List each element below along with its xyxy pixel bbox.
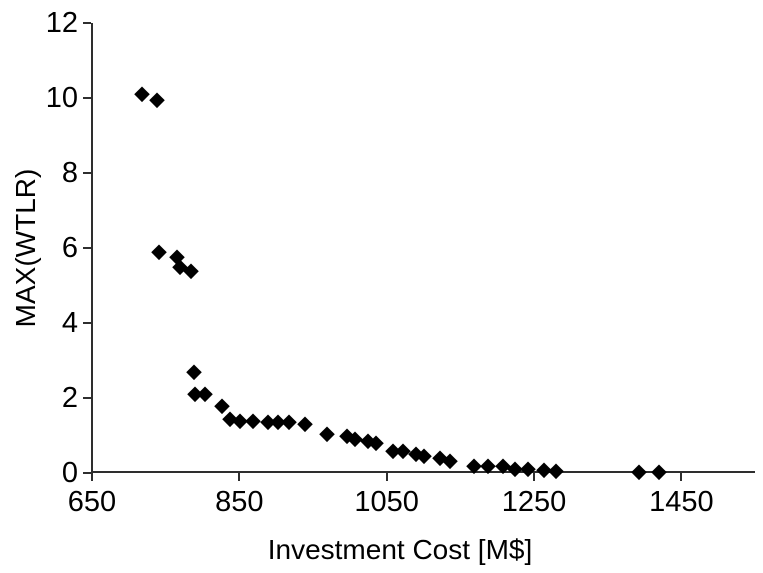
x-axis-tick bbox=[385, 473, 388, 481]
y-axis-tick-label: 2 bbox=[61, 382, 78, 414]
y-axis-tick-label: 12 bbox=[45, 7, 78, 39]
y-axis-tick-label: 4 bbox=[61, 307, 78, 339]
y-axis-tick bbox=[83, 247, 91, 249]
x-axis-tick-label: 850 bbox=[215, 486, 264, 518]
y-axis-tick bbox=[83, 22, 91, 24]
x-axis-tick bbox=[533, 473, 535, 481]
y-axis-tick-label: 8 bbox=[61, 157, 78, 189]
x-axis-tick-label: 1450 bbox=[649, 486, 714, 518]
plot-area bbox=[91, 23, 755, 473]
y-axis-tick bbox=[83, 472, 91, 474]
x-axis-tick-label: 650 bbox=[67, 486, 117, 518]
y-axis-tick bbox=[83, 322, 91, 324]
y-axis-tick bbox=[83, 97, 91, 99]
y-axis-tick-label: 0 bbox=[61, 457, 78, 489]
x-axis-tick bbox=[91, 473, 93, 481]
y-axis-tick bbox=[83, 172, 91, 174]
x-axis-tick bbox=[238, 473, 241, 481]
x-axis-tick bbox=[680, 473, 683, 481]
y-axis-tick-label: 10 bbox=[45, 82, 78, 114]
y-axis-tick bbox=[83, 397, 91, 399]
x-axis-label: Investment Cost [M$] bbox=[267, 534, 533, 565]
y-axis-tick-label: 6 bbox=[61, 232, 78, 264]
x-axis-tick-label: 1250 bbox=[501, 486, 567, 518]
x-axis-tick-label: 1050 bbox=[354, 486, 419, 518]
